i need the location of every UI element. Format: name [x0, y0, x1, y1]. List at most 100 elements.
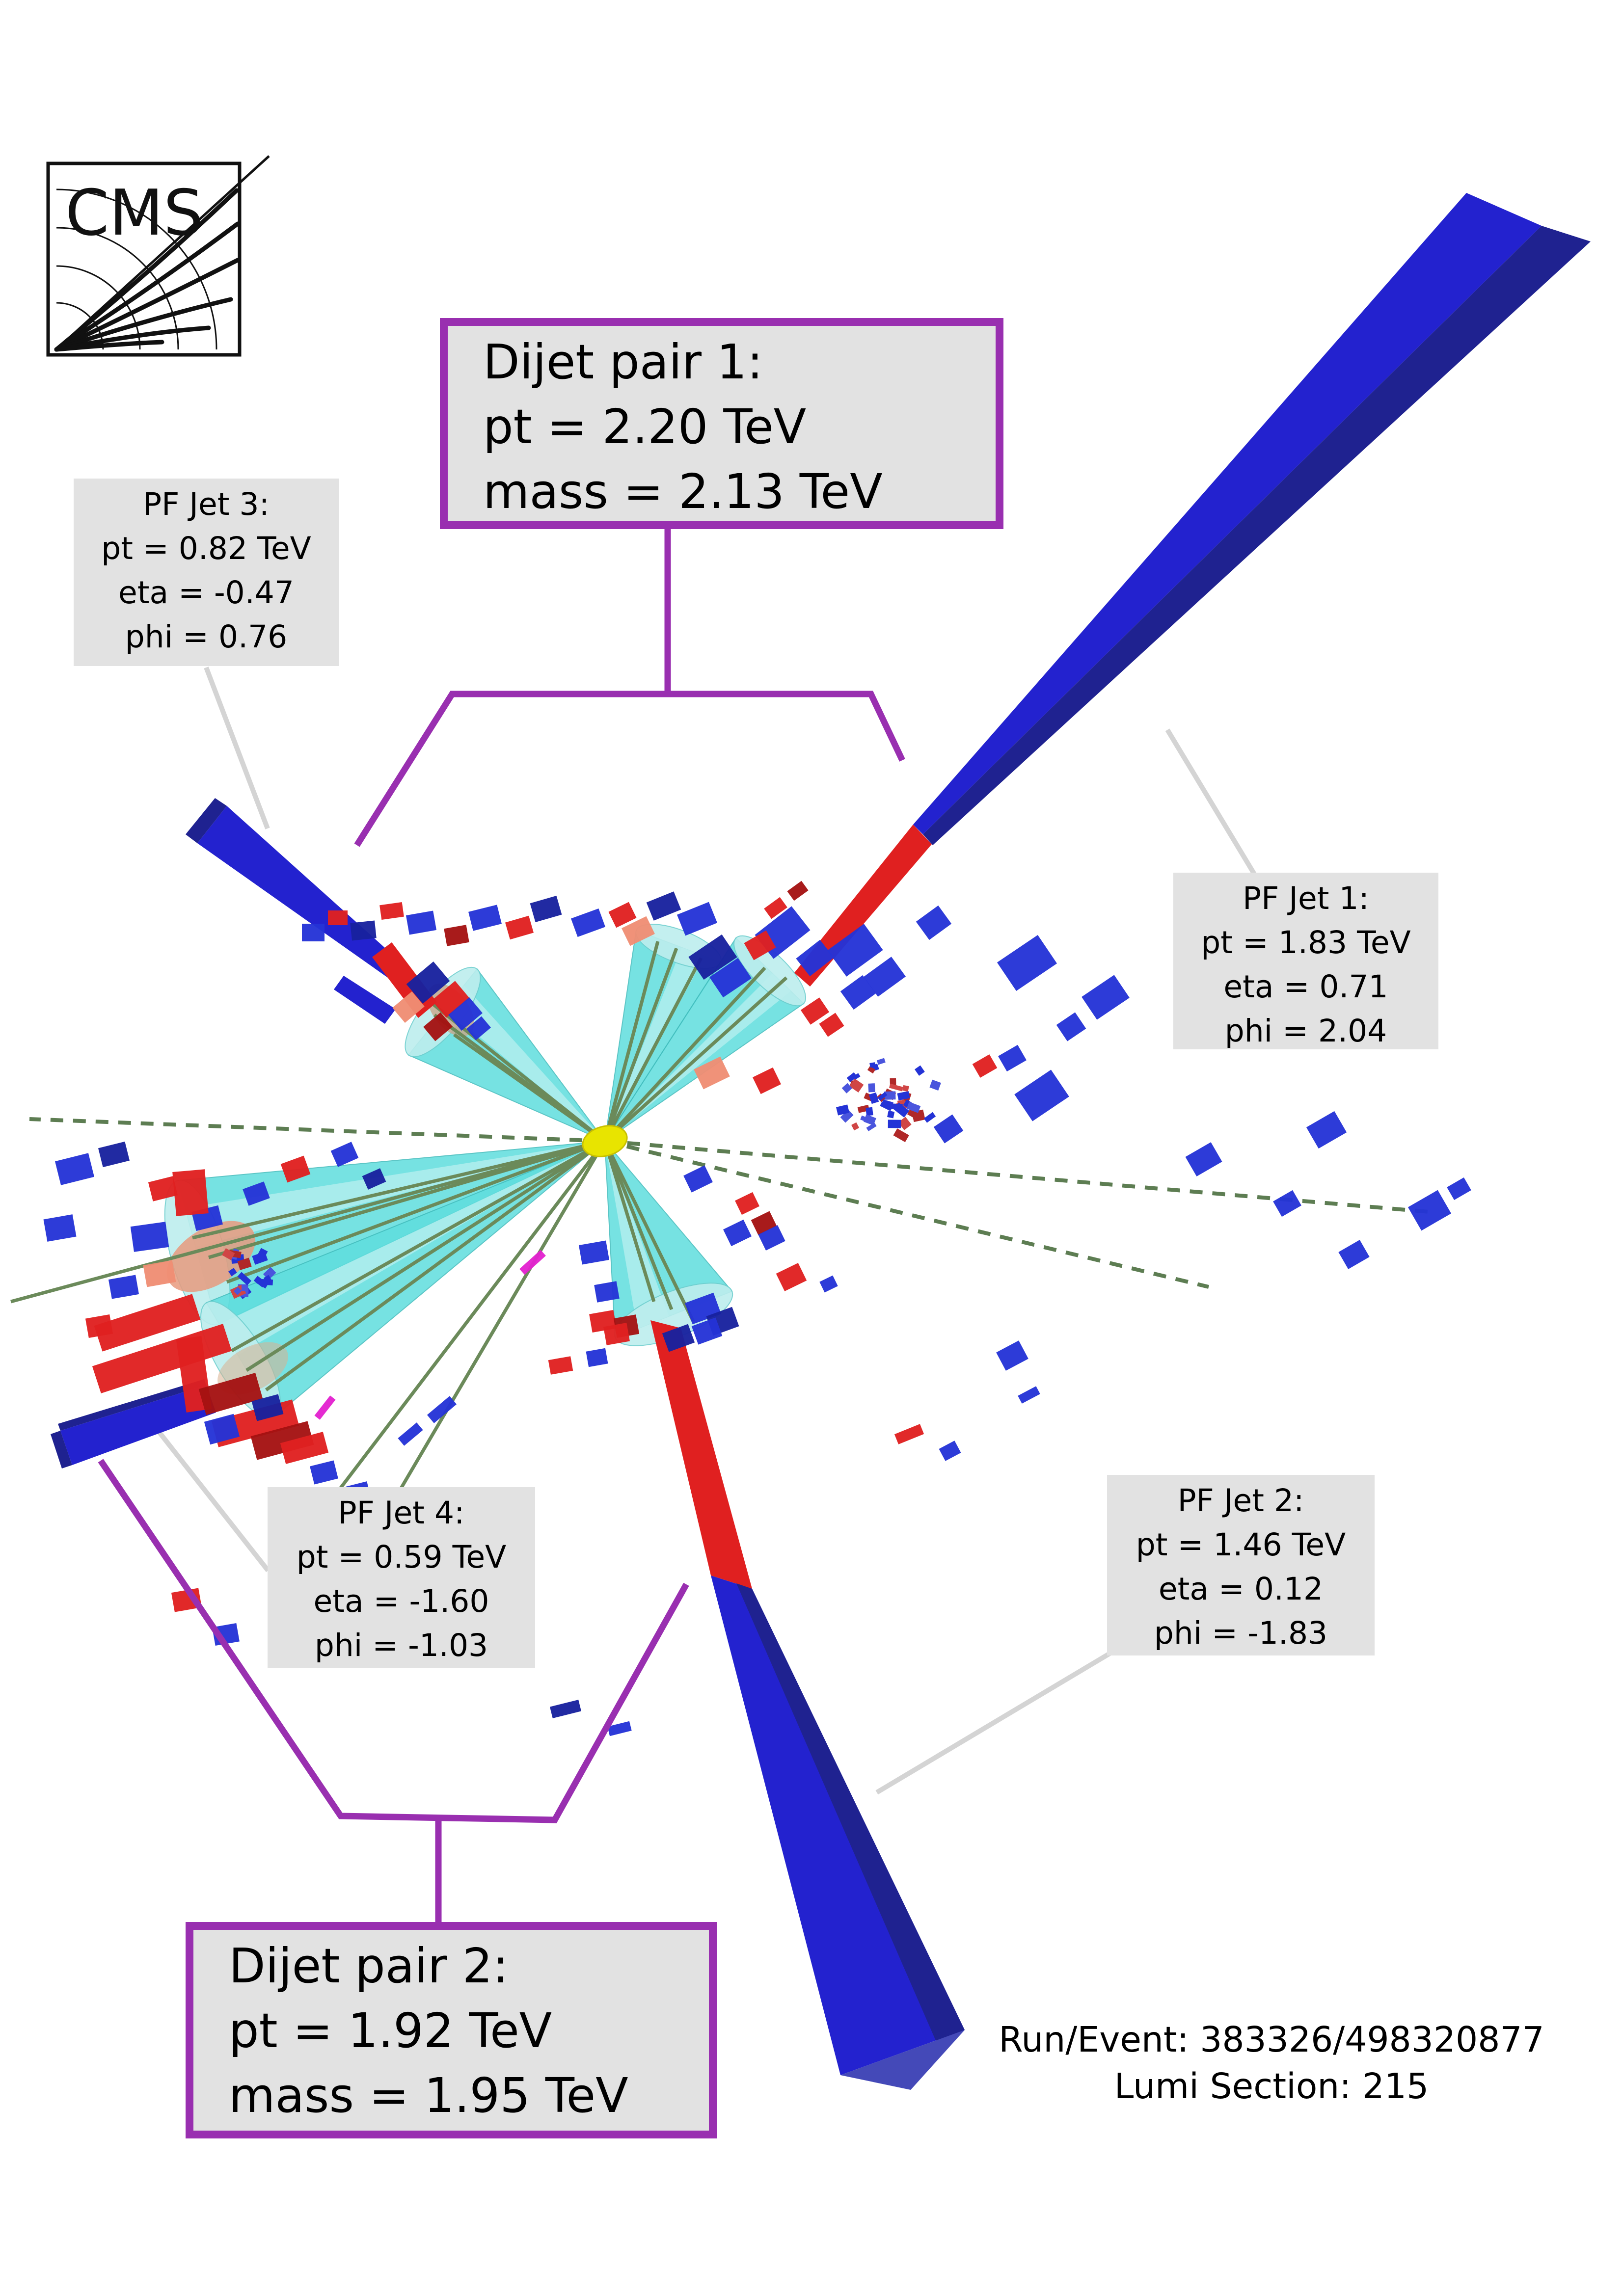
- lumi-section-line: Lumi Section: 215: [1114, 2066, 1429, 2107]
- calo-tower: [130, 1222, 169, 1252]
- jet-cone-highlight: [185, 1141, 605, 1247]
- track-line: [294, 1140, 606, 1548]
- jet2-pt: pt = 1.46 TeV: [1136, 1527, 1346, 1563]
- calo-tower: [594, 1281, 620, 1303]
- spray-particle: [846, 1072, 858, 1083]
- spray-particle: [893, 1128, 909, 1143]
- track-line: [453, 1033, 606, 1143]
- jet3-blue-fragment: [334, 976, 396, 1024]
- calo-tower: [662, 1324, 695, 1352]
- dijet2-mass: mass = 1.95 TeV: [229, 2068, 628, 2123]
- track-line: [603, 1140, 656, 1303]
- jet4-eta: eta = -1.60: [313, 1583, 489, 1619]
- collision-vertex: [582, 1125, 628, 1157]
- track-line: [226, 1139, 606, 1284]
- calo-tower: [688, 934, 737, 980]
- dijet-brackets: [98, 529, 905, 1922]
- jet1-pt: pt = 1.83 TeV: [1201, 925, 1411, 961]
- calo-tower: [840, 975, 876, 1010]
- calo-tower: [250, 1421, 314, 1460]
- spray-particle: [840, 1109, 854, 1123]
- calo-tower: [758, 1225, 785, 1251]
- calo-tower: [796, 939, 834, 977]
- calo-tower: [933, 1114, 964, 1144]
- jet1-phi: phi = 2.04: [1224, 1013, 1387, 1049]
- calo-tower: [863, 957, 906, 997]
- cms-logo-tracks: [54, 188, 240, 352]
- calo-tower: [98, 1141, 130, 1168]
- jet3-blue-bar-cap: [186, 798, 227, 843]
- calo-tower: [939, 1441, 961, 1461]
- calo-tower: [280, 1155, 311, 1183]
- spray-particle: [252, 1251, 268, 1265]
- dijet1-title: Dijet pair 1:: [483, 334, 763, 390]
- calo-tower: [646, 891, 681, 921]
- spray-particle: [233, 1287, 242, 1295]
- spray-particle: [890, 1078, 896, 1086]
- calo-tower: [622, 916, 655, 946]
- jet2-blue-bar-side: [736, 1583, 965, 2043]
- jet4-phi: phi = -1.03: [314, 1628, 488, 1663]
- track-line: [417, 991, 606, 1143]
- spray-particle: [915, 1065, 925, 1076]
- spray-particle: [222, 1248, 235, 1260]
- jet4-connector: [154, 1426, 270, 1573]
- jet2-connector: [875, 1651, 1112, 1795]
- calo-tower: [787, 881, 809, 901]
- calo-tower: [894, 1424, 924, 1444]
- calo-tower: [328, 910, 348, 925]
- calo-tower: [432, 981, 470, 1018]
- calo-tower: [694, 1056, 730, 1090]
- calo-tower: [406, 961, 450, 1004]
- dijet1-bracket: [354, 691, 905, 847]
- particle-spray: [222, 1058, 941, 1299]
- calo-tower: [916, 905, 952, 940]
- calo-tower: [744, 930, 776, 961]
- track-line-dashed: [604, 1139, 1435, 1214]
- track-line: [245, 1140, 606, 1372]
- calo-tower: [1014, 1069, 1069, 1121]
- track-line-dashed: [29, 1117, 605, 1143]
- jet4-blue-bar-side: [58, 1379, 206, 1431]
- jet4-blue-bar: [60, 1385, 216, 1465]
- dijet1-mass: mass = 2.13 TeV: [483, 464, 883, 519]
- track-line: [603, 1140, 674, 1310]
- calo-tower: [330, 1142, 359, 1167]
- spray-particle: [868, 1083, 875, 1093]
- jet3-title: PF Jet 3:: [143, 486, 270, 522]
- calo-tower: [204, 1414, 240, 1445]
- calo-tower: [800, 997, 830, 1025]
- calo-tower: [764, 897, 787, 919]
- spray-particle: [881, 1099, 893, 1108]
- calo-tower: [43, 1214, 77, 1242]
- spray-particle: [866, 1122, 877, 1131]
- spray-particle: [877, 1092, 888, 1101]
- run-event-line: Run/Event: 383326/498320877: [999, 2019, 1544, 2060]
- spray-particle: [868, 1092, 879, 1104]
- calo-tower: [608, 902, 637, 928]
- calo-tower: [251, 1394, 284, 1421]
- jet4-title: PF Jet 4:: [338, 1495, 465, 1531]
- calo-tower: [198, 1373, 263, 1415]
- track-line: [603, 947, 678, 1142]
- spray-particle: [241, 1284, 248, 1291]
- jet1-title: PF Jet 1:: [1243, 881, 1369, 916]
- spray-particle: [887, 1110, 895, 1119]
- jet-bars: [51, 193, 1591, 2090]
- calo-tower: [280, 1432, 329, 1464]
- jet2-red-bar: [650, 1320, 752, 1589]
- calo-tower: [302, 924, 325, 941]
- track-line: [603, 957, 703, 1142]
- spray-particle: [237, 1257, 252, 1270]
- calo-tower: [243, 1181, 270, 1206]
- calo-tower: [972, 1054, 998, 1078]
- spray-particle: [929, 1079, 941, 1091]
- calo-tower: [108, 1275, 139, 1299]
- calo-tower: [468, 905, 502, 931]
- calo-tower: [723, 1219, 752, 1247]
- calo-tower: [1306, 1111, 1347, 1149]
- calo-tower: [427, 1396, 457, 1423]
- calo-tower: [998, 1044, 1027, 1072]
- jet3-blue-bar: [197, 806, 400, 978]
